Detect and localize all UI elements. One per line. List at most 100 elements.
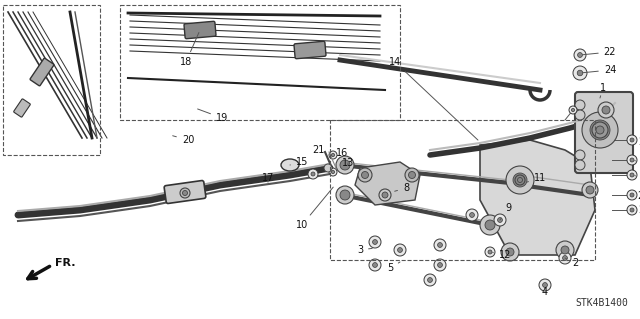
Circle shape — [572, 108, 575, 112]
Circle shape — [434, 259, 446, 271]
Circle shape — [513, 173, 527, 187]
Text: FR.: FR. — [55, 258, 76, 268]
Circle shape — [336, 186, 354, 204]
Circle shape — [598, 102, 614, 118]
Circle shape — [575, 160, 585, 170]
Circle shape — [627, 170, 637, 180]
FancyBboxPatch shape — [13, 99, 30, 117]
Text: 11: 11 — [527, 173, 546, 183]
Circle shape — [596, 126, 604, 134]
Circle shape — [405, 168, 419, 182]
Circle shape — [602, 106, 610, 114]
Text: 2: 2 — [565, 258, 578, 268]
Text: 16: 16 — [330, 148, 348, 158]
Circle shape — [561, 246, 569, 254]
Polygon shape — [355, 162, 420, 205]
Text: 25: 25 — [632, 191, 640, 201]
Text: 10: 10 — [296, 187, 333, 230]
Circle shape — [480, 215, 500, 235]
Circle shape — [372, 240, 378, 244]
Circle shape — [592, 122, 608, 138]
Circle shape — [485, 247, 495, 257]
Text: 6: 6 — [635, 173, 640, 183]
Circle shape — [627, 135, 637, 145]
Circle shape — [424, 274, 436, 286]
Circle shape — [329, 168, 337, 176]
Bar — [120, 5, 400, 120]
Circle shape — [182, 190, 188, 196]
Circle shape — [506, 166, 534, 194]
Circle shape — [438, 243, 442, 248]
Text: 5: 5 — [387, 262, 400, 273]
Text: 17: 17 — [262, 173, 274, 183]
Circle shape — [494, 214, 506, 226]
Text: 22: 22 — [583, 47, 616, 57]
Circle shape — [630, 208, 634, 212]
Text: 23: 23 — [632, 137, 640, 147]
FancyBboxPatch shape — [164, 181, 206, 204]
Text: 3: 3 — [357, 245, 372, 255]
FancyBboxPatch shape — [294, 41, 326, 59]
FancyBboxPatch shape — [30, 58, 54, 86]
Circle shape — [627, 155, 637, 165]
FancyBboxPatch shape — [575, 92, 633, 173]
Circle shape — [379, 189, 391, 201]
Text: 21: 21 — [312, 145, 330, 155]
Circle shape — [369, 259, 381, 271]
Text: 14: 14 — [389, 57, 478, 140]
Circle shape — [627, 205, 637, 215]
Circle shape — [311, 172, 315, 176]
Circle shape — [428, 278, 433, 282]
Circle shape — [372, 263, 378, 267]
Circle shape — [586, 186, 594, 194]
Circle shape — [518, 177, 522, 182]
Circle shape — [434, 239, 446, 251]
Circle shape — [627, 190, 637, 200]
Text: 1: 1 — [600, 83, 606, 98]
Circle shape — [630, 138, 634, 142]
Circle shape — [308, 169, 318, 179]
Circle shape — [573, 66, 587, 80]
Circle shape — [394, 244, 406, 256]
Circle shape — [382, 192, 388, 198]
Circle shape — [180, 188, 190, 198]
Circle shape — [332, 153, 335, 157]
Ellipse shape — [281, 159, 299, 171]
Bar — [330, 120, 595, 260]
Text: 7: 7 — [635, 158, 640, 168]
Circle shape — [543, 283, 547, 287]
FancyBboxPatch shape — [184, 21, 216, 39]
Circle shape — [369, 236, 381, 248]
Circle shape — [577, 70, 583, 76]
Circle shape — [501, 243, 519, 261]
Circle shape — [506, 248, 514, 256]
Circle shape — [630, 193, 634, 197]
Circle shape — [340, 160, 350, 170]
Circle shape — [575, 150, 585, 160]
Circle shape — [515, 175, 525, 185]
Circle shape — [362, 172, 369, 179]
Text: 18: 18 — [180, 33, 199, 67]
Circle shape — [539, 279, 551, 291]
Circle shape — [578, 53, 582, 57]
Circle shape — [556, 241, 574, 259]
Circle shape — [582, 182, 598, 198]
Bar — [3, 5, 100, 155]
Circle shape — [324, 164, 332, 172]
Circle shape — [358, 168, 372, 182]
Text: 20: 20 — [173, 135, 194, 145]
Text: 9: 9 — [500, 203, 511, 220]
Text: 8: 8 — [395, 183, 409, 193]
Text: 13: 13 — [342, 158, 354, 168]
Text: 15: 15 — [290, 157, 308, 167]
Circle shape — [485, 220, 495, 230]
Circle shape — [438, 263, 442, 267]
Circle shape — [340, 190, 350, 200]
Circle shape — [574, 49, 586, 61]
Circle shape — [559, 252, 571, 264]
Circle shape — [575, 100, 585, 110]
Circle shape — [336, 156, 354, 174]
Circle shape — [590, 120, 610, 140]
Circle shape — [569, 106, 577, 114]
Circle shape — [575, 110, 585, 120]
